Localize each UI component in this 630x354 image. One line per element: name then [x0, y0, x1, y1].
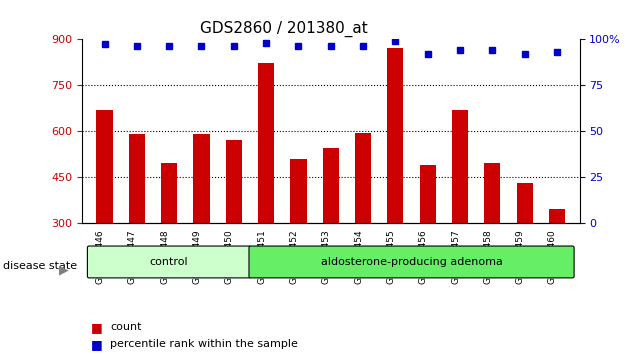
Text: aldosterone-producing adenoma: aldosterone-producing adenoma — [321, 257, 503, 267]
Bar — [258, 63, 274, 223]
FancyBboxPatch shape — [88, 246, 251, 278]
Bar — [226, 140, 242, 223]
Bar — [420, 165, 436, 223]
Text: disease state: disease state — [3, 261, 77, 271]
Bar — [96, 109, 113, 223]
Bar — [517, 183, 533, 223]
Bar — [387, 48, 403, 223]
Text: GDS2860 / 201380_at: GDS2860 / 201380_at — [200, 21, 367, 38]
Bar — [290, 159, 307, 223]
Text: count: count — [110, 322, 142, 332]
Text: ■: ■ — [91, 338, 103, 351]
Bar — [549, 209, 565, 223]
Text: ■: ■ — [91, 321, 103, 334]
FancyBboxPatch shape — [249, 246, 574, 278]
Text: control: control — [150, 257, 188, 267]
Text: percentile rank within the sample: percentile rank within the sample — [110, 339, 298, 349]
Text: ▶: ▶ — [59, 263, 69, 276]
Bar — [161, 163, 177, 223]
Bar — [452, 109, 468, 223]
Bar — [193, 134, 210, 223]
Bar — [129, 134, 145, 223]
Bar — [323, 148, 339, 223]
Bar — [484, 163, 500, 223]
Bar — [355, 132, 371, 223]
